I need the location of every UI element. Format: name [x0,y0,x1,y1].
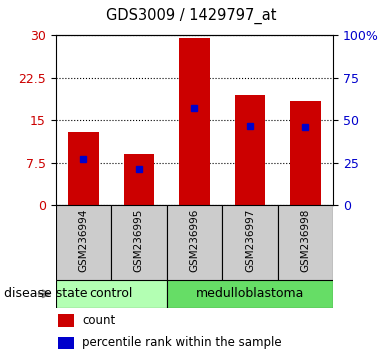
Bar [58,337,74,349]
FancyBboxPatch shape [56,205,111,280]
Text: GSM236994: GSM236994 [78,209,88,273]
Text: count: count [82,314,115,327]
Bar [124,154,154,205]
Text: percentile rank within the sample: percentile rank within the sample [82,336,282,349]
FancyBboxPatch shape [111,205,167,280]
Text: medulloblastoma: medulloblastoma [196,287,304,300]
Text: GSM236997: GSM236997 [245,209,255,273]
Text: disease state: disease state [4,287,87,300]
FancyBboxPatch shape [167,205,222,280]
Bar [235,95,265,205]
Text: GDS3009 / 1429797_at: GDS3009 / 1429797_at [106,8,277,24]
Text: GSM236995: GSM236995 [134,209,144,273]
Bar [68,132,98,205]
FancyBboxPatch shape [167,280,333,308]
FancyBboxPatch shape [222,205,278,280]
FancyBboxPatch shape [278,205,333,280]
Bar [179,38,210,205]
FancyBboxPatch shape [56,280,167,308]
Bar [290,101,321,205]
Text: GSM236996: GSM236996 [189,209,200,273]
Text: control: control [89,287,133,300]
Text: GSM236998: GSM236998 [300,209,311,273]
Bar [58,314,74,327]
